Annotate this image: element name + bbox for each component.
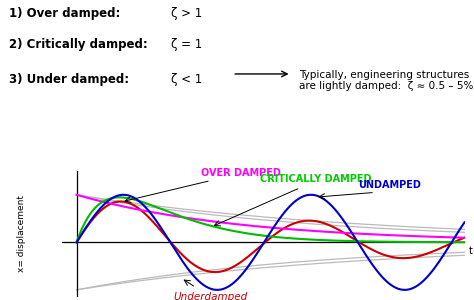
- Text: UNDAMPED: UNDAMPED: [358, 180, 421, 190]
- Text: 2) Critically damped:: 2) Critically damped:: [9, 38, 148, 51]
- Text: CRITICALLY DAMPED: CRITICALLY DAMPED: [260, 174, 371, 184]
- Text: Underdamped: Underdamped: [173, 292, 248, 300]
- Text: x= displacement: x= displacement: [17, 196, 26, 272]
- Text: ζ > 1: ζ > 1: [171, 7, 202, 20]
- Text: ζ < 1: ζ < 1: [171, 73, 202, 86]
- Text: ζ = 1: ζ = 1: [171, 38, 202, 51]
- Text: 1) Over damped:: 1) Over damped:: [9, 7, 121, 20]
- Text: OVER DAMPED: OVER DAMPED: [201, 168, 281, 178]
- Text: Typically, engineering structures
are lightly damped:  ζ ≈ 0.5 – 5%: Typically, engineering structures are li…: [299, 70, 473, 91]
- Text: t= time: t= time: [468, 246, 474, 256]
- Text: 3) Under damped:: 3) Under damped:: [9, 73, 129, 86]
